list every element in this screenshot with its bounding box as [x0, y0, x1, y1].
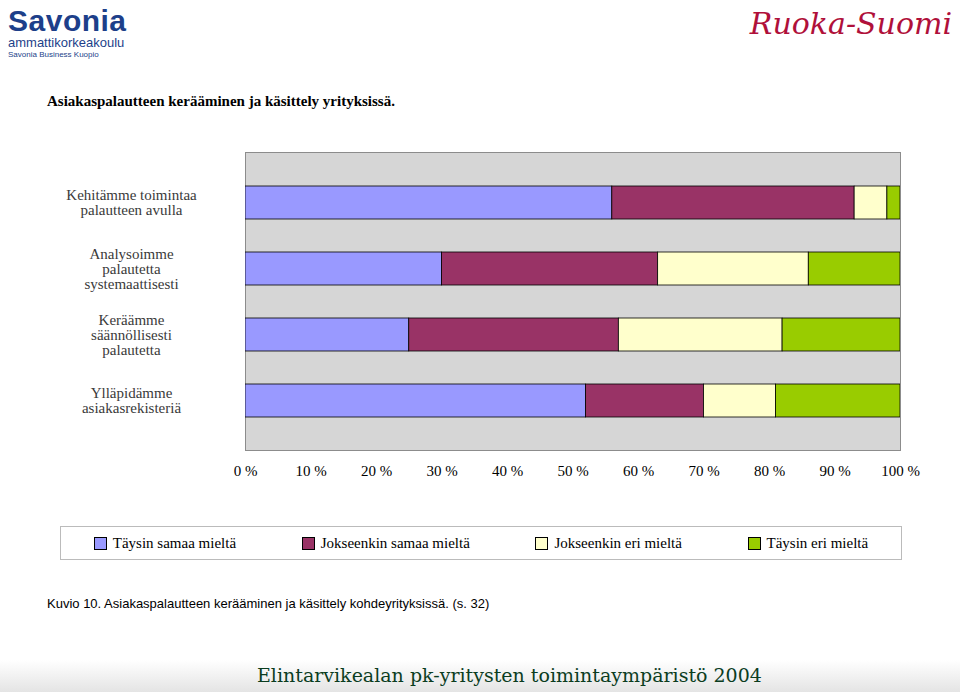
- svg-text:Analysoimmepalautettasystemaat: Analysoimmepalautettasystemaattisesti: [84, 246, 178, 292]
- html-text:Täysin eri mieltä: Täysin eri mieltä: [766, 534, 869, 551]
- html-text:Savonia: Savonia: [8, 4, 127, 37]
- html-text:Täysin samaa mieltä: Täysin samaa mieltä: [112, 534, 237, 551]
- svg-text:60 %: 60 %: [623, 463, 654, 479]
- svg-text:Keräämmesäännöllisestipalautet: Keräämmesäännöllisestipalautetta: [91, 312, 172, 358]
- svg-text:Ylläpidämmeasiakasrekisteriä: Ylläpidämmeasiakasrekisteriä: [82, 385, 181, 416]
- svg-text:80 %: 80 %: [754, 463, 785, 479]
- svg-text:20 %: 20 %: [361, 463, 392, 479]
- svg-text:0 %: 0 %: [234, 463, 258, 479]
- html-text:Kuvio 10. Asiakaspalautteen ke: Kuvio 10. Asiakaspalautteen kerääminen j…: [47, 596, 490, 611]
- html-text:Jokseenkin eri mieltä: Jokseenkin eri mieltä: [554, 534, 682, 551]
- html-text:Elintarvikealan pk-yritysten t: Elintarvikealan pk-yritysten toimintaymp…: [257, 664, 762, 686]
- html-text:Savonia Business Kuopio: Savonia Business Kuopio: [8, 50, 99, 59]
- svg-text:40 %: 40 %: [492, 463, 523, 479]
- svg-text:70 %: 70 %: [688, 463, 719, 479]
- svg-text:Kehitämme toimintaapalautteen: Kehitämme toimintaapalautteen avulla: [66, 187, 197, 218]
- svg-text:10 %: 10 %: [295, 463, 326, 479]
- svg-text:100 %: 100 %: [881, 463, 920, 479]
- html-text:Ruoka-Suomi: Ruoka-Suomi: [749, 6, 952, 41]
- svg-text:50 %: 50 %: [557, 463, 588, 479]
- html-text:Jokseenkin samaa mieltä: Jokseenkin samaa mieltä: [320, 534, 470, 551]
- html-text:Asiakaspalautteen kerääminen j: Asiakaspalautteen kerääminen ja käsittel…: [47, 93, 395, 109]
- html-text:ammattikorkeakoulu: ammattikorkeakoulu: [8, 35, 125, 50]
- svg-text:30 %: 30 %: [426, 463, 457, 479]
- svg-text:90 %: 90 %: [819, 463, 850, 479]
